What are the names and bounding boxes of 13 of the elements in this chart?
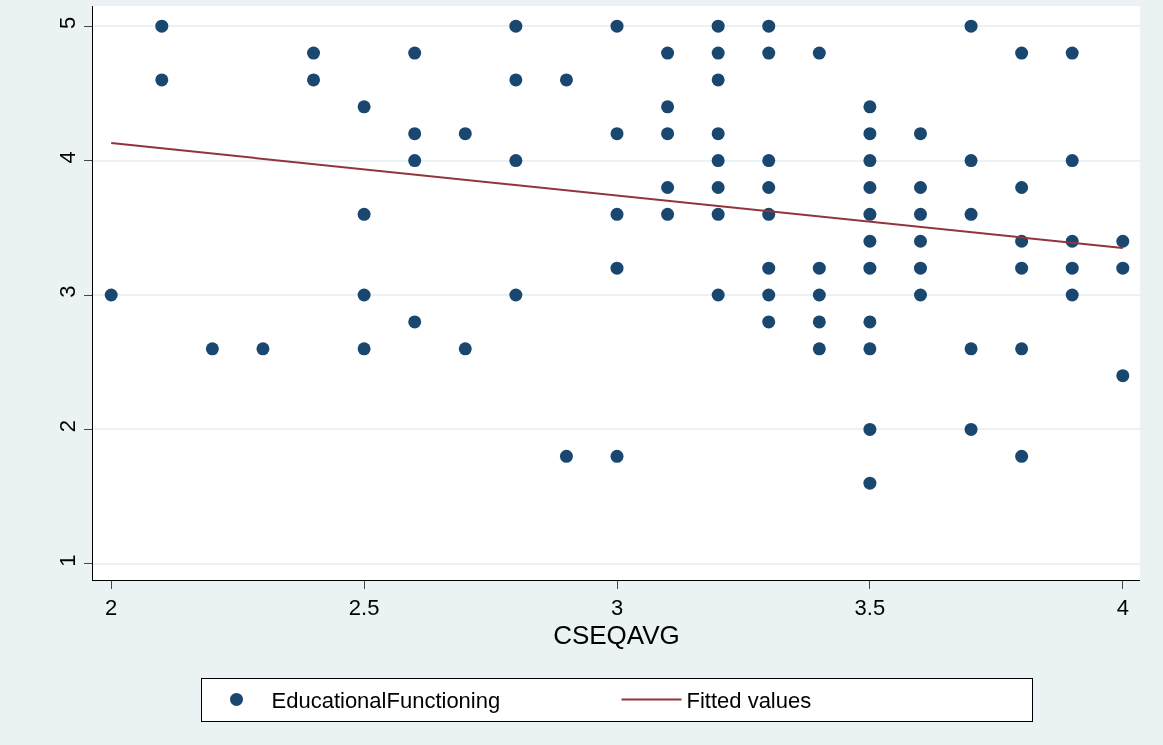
x-tick-label: 2.5 [348,595,380,621]
y-tick-label: 5 [55,16,81,29]
y-tick-label: 1 [55,554,81,567]
y-tick-label: 3 [55,285,81,298]
legend-label: Fitted values [686,687,812,713]
y-tick-label: 2 [55,420,81,433]
legend-label: EducationalFunctioning [271,687,501,713]
x-tick-label: 3 [610,595,624,621]
x-tick-label: 4 [1116,595,1129,621]
x-axis-title: CSEQAVG [553,620,680,651]
x-tick-label: 2 [105,595,118,621]
x-tick-label: 3.5 [854,595,886,621]
y-tick-label: 4 [55,151,81,164]
